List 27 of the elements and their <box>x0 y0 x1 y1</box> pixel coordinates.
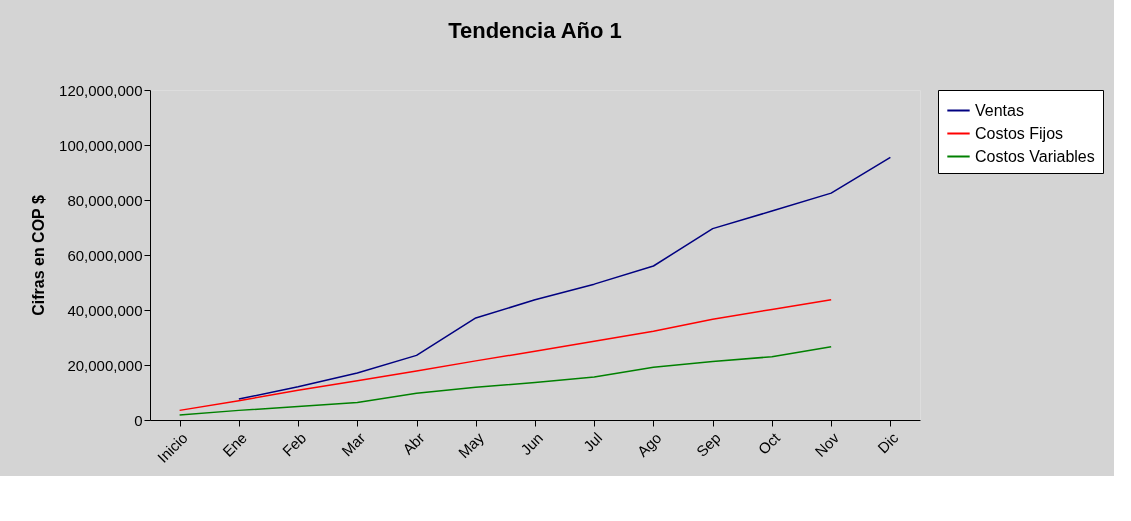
x-tick-label: Abr <box>399 429 428 458</box>
y-tick-label: 120,000,000 <box>59 81 143 99</box>
x-tick-label: May <box>454 428 488 462</box>
y-tick-label: 40,000,000 <box>67 301 143 319</box>
line-series <box>238 156 892 400</box>
x-tick-label: Dic <box>874 428 902 457</box>
chart-title: Tendencia Año 1 <box>448 18 622 43</box>
x-tick-label: Feb <box>278 429 310 460</box>
line-series <box>178 299 832 412</box>
x-tick-label: Mar <box>338 429 369 460</box>
x-tick-label: Jul <box>579 429 606 455</box>
x-tick-label: Nov <box>811 428 843 460</box>
line-series <box>178 346 832 416</box>
y-tick-label: 20,000,000 <box>67 356 143 374</box>
y-tick-label: 0 <box>134 411 143 429</box>
y-axis-title: Cifras en COP $ <box>30 195 48 316</box>
x-tick-label: Ago <box>633 429 665 460</box>
y-tick-label: 100,000,000 <box>59 136 143 154</box>
legend-label: Ventas <box>975 101 1024 119</box>
x-tick-label: Ene <box>219 429 250 460</box>
legend-label: Costos Variables <box>975 147 1095 165</box>
y-tick-label: 60,000,000 <box>67 246 143 264</box>
x-tick-label: Jun <box>516 429 547 459</box>
x-tick-label: Sep <box>692 429 724 460</box>
legend-label: Costos Fijos <box>975 124 1064 142</box>
y-tick-label: 80,000,000 <box>67 191 143 209</box>
x-tick-label: Oct <box>754 428 784 458</box>
